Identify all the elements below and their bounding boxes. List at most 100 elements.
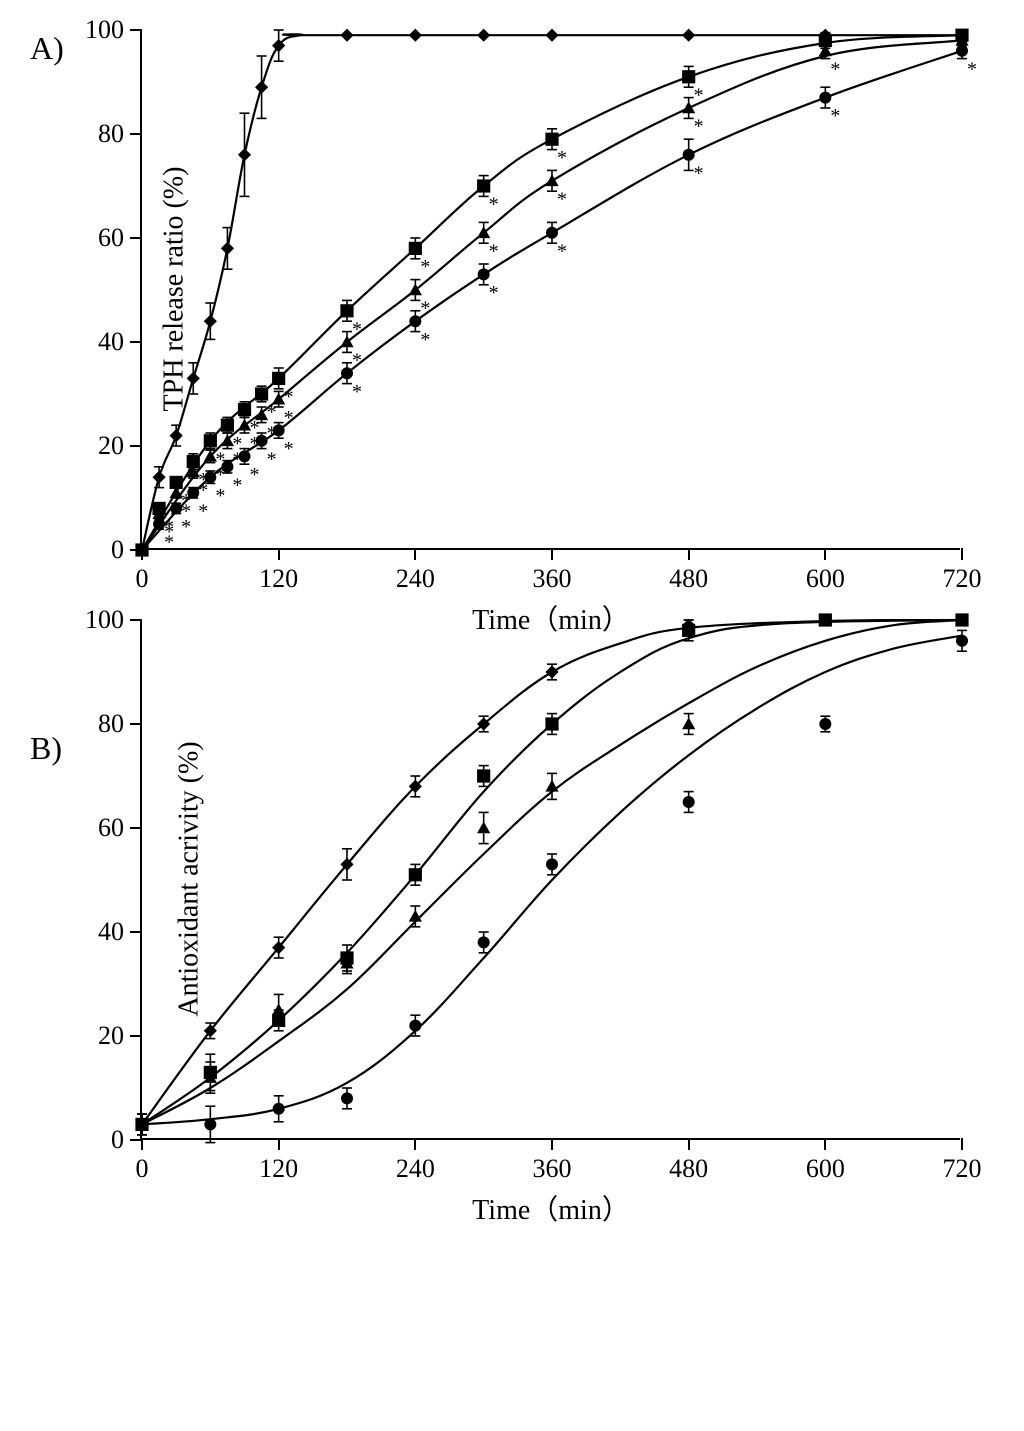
marker-square xyxy=(682,624,695,637)
marker-circle xyxy=(341,367,353,379)
x-tick-label: 0 xyxy=(136,1138,149,1184)
marker-circle xyxy=(256,435,268,447)
significance-star: * xyxy=(489,282,499,304)
significance-star: * xyxy=(267,402,277,424)
y-tick-label: 40 xyxy=(98,327,142,357)
marker-diamond xyxy=(204,315,217,328)
significance-star: * xyxy=(352,350,362,372)
y-tick-label: 40 xyxy=(98,917,142,947)
significance-star: * xyxy=(830,58,840,80)
significance-star: * xyxy=(557,147,567,169)
significance-star: * xyxy=(267,448,277,470)
y-tick-label: 60 xyxy=(98,223,142,253)
y-tick-label: 60 xyxy=(98,813,142,843)
marker-circle xyxy=(546,858,558,870)
marker-square xyxy=(409,242,422,255)
significance-star: * xyxy=(181,516,191,538)
marker-square xyxy=(340,304,353,317)
marker-circle xyxy=(683,796,695,808)
marker-square xyxy=(272,372,285,385)
marker-circle xyxy=(187,487,199,499)
marker-circle xyxy=(204,1118,216,1130)
marker-square xyxy=(477,769,490,782)
x-tick-label: 120 xyxy=(259,548,298,594)
marker-square xyxy=(238,403,251,416)
x-tick-label: 480 xyxy=(669,1138,708,1184)
significance-star: * xyxy=(967,58,977,80)
plot-svg xyxy=(142,620,962,1140)
marker-square xyxy=(221,419,234,432)
marker-diamond xyxy=(255,81,268,94)
y-tick-label: 20 xyxy=(98,1021,142,1051)
chart-A: 0204060801000120240360480600720TPH relea… xyxy=(140,30,994,550)
marker-triangle xyxy=(682,717,695,729)
significance-star: * xyxy=(250,464,260,486)
marker-circle xyxy=(136,544,148,556)
significance-star: * xyxy=(557,188,567,210)
marker-circle xyxy=(956,45,968,57)
significance-star: * xyxy=(232,474,242,496)
marker-circle xyxy=(478,936,490,948)
significance-star: * xyxy=(284,407,294,429)
marker-triangle xyxy=(545,174,558,186)
marker-diamond xyxy=(340,29,353,42)
y-tick-label: 80 xyxy=(98,119,142,149)
marker-circle xyxy=(221,461,233,473)
marker-circle xyxy=(273,424,285,436)
significance-star: * xyxy=(489,194,499,216)
marker-square xyxy=(545,717,558,730)
marker-circle xyxy=(239,450,251,462)
marker-circle xyxy=(956,635,968,647)
significance-star: * xyxy=(830,105,840,127)
x-tick-label: 120 xyxy=(259,1138,298,1184)
significance-star: * xyxy=(215,485,225,507)
x-axis-title: Time（min） xyxy=(472,1138,630,1228)
marker-diamond xyxy=(409,29,422,42)
marker-circle xyxy=(204,471,216,483)
plot-area-A: 0204060801000120240360480600720TPH relea… xyxy=(140,30,960,550)
significance-star: * xyxy=(694,84,704,106)
x-tick-label: 480 xyxy=(669,548,708,594)
x-tick-label: 720 xyxy=(943,1138,982,1184)
significance-star: * xyxy=(489,240,499,262)
marker-circle xyxy=(153,518,165,530)
marker-square xyxy=(682,70,695,83)
marker-triangle xyxy=(545,780,558,792)
marker-square xyxy=(255,387,268,400)
significance-star: * xyxy=(557,240,567,262)
marker-diamond xyxy=(477,29,490,42)
significance-star: * xyxy=(694,162,704,184)
marker-diamond xyxy=(170,429,183,442)
marker-diamond xyxy=(152,471,165,484)
significance-star: * xyxy=(420,256,430,278)
marker-diamond xyxy=(221,242,234,255)
x-tick-label: 600 xyxy=(806,1138,845,1184)
marker-circle xyxy=(683,149,695,161)
y-tick-label: 20 xyxy=(98,431,142,461)
significance-star: * xyxy=(352,318,362,340)
marker-triangle xyxy=(477,821,490,833)
chart-B: 0204060801000120240360480600720Antioxida… xyxy=(140,620,994,1140)
plot-svg: ****************************************… xyxy=(142,30,962,550)
significance-star: * xyxy=(352,381,362,403)
marker-circle xyxy=(478,268,490,280)
panel-label-A: A) xyxy=(30,30,64,67)
significance-star: * xyxy=(164,532,174,554)
figure-container: A) 0204060801000120240360480600720TPH rel… xyxy=(30,30,994,1140)
x-tick-label: 600 xyxy=(806,548,845,594)
marker-square xyxy=(409,868,422,881)
marker-square xyxy=(204,434,217,447)
significance-star: * xyxy=(284,438,294,460)
marker-diamond xyxy=(545,665,558,678)
panel-label-B: B) xyxy=(30,730,62,767)
y-tick-label: 80 xyxy=(98,709,142,739)
marker-diamond xyxy=(682,29,695,42)
significance-star: * xyxy=(694,116,704,138)
y-tick-label: 100 xyxy=(85,605,142,635)
marker-circle xyxy=(409,315,421,327)
plot-area-B: 0204060801000120240360480600720Antioxida… xyxy=(140,620,960,1140)
marker-circle xyxy=(341,1092,353,1104)
marker-square xyxy=(477,179,490,192)
significance-star: * xyxy=(198,500,208,522)
significance-star: * xyxy=(420,329,430,351)
